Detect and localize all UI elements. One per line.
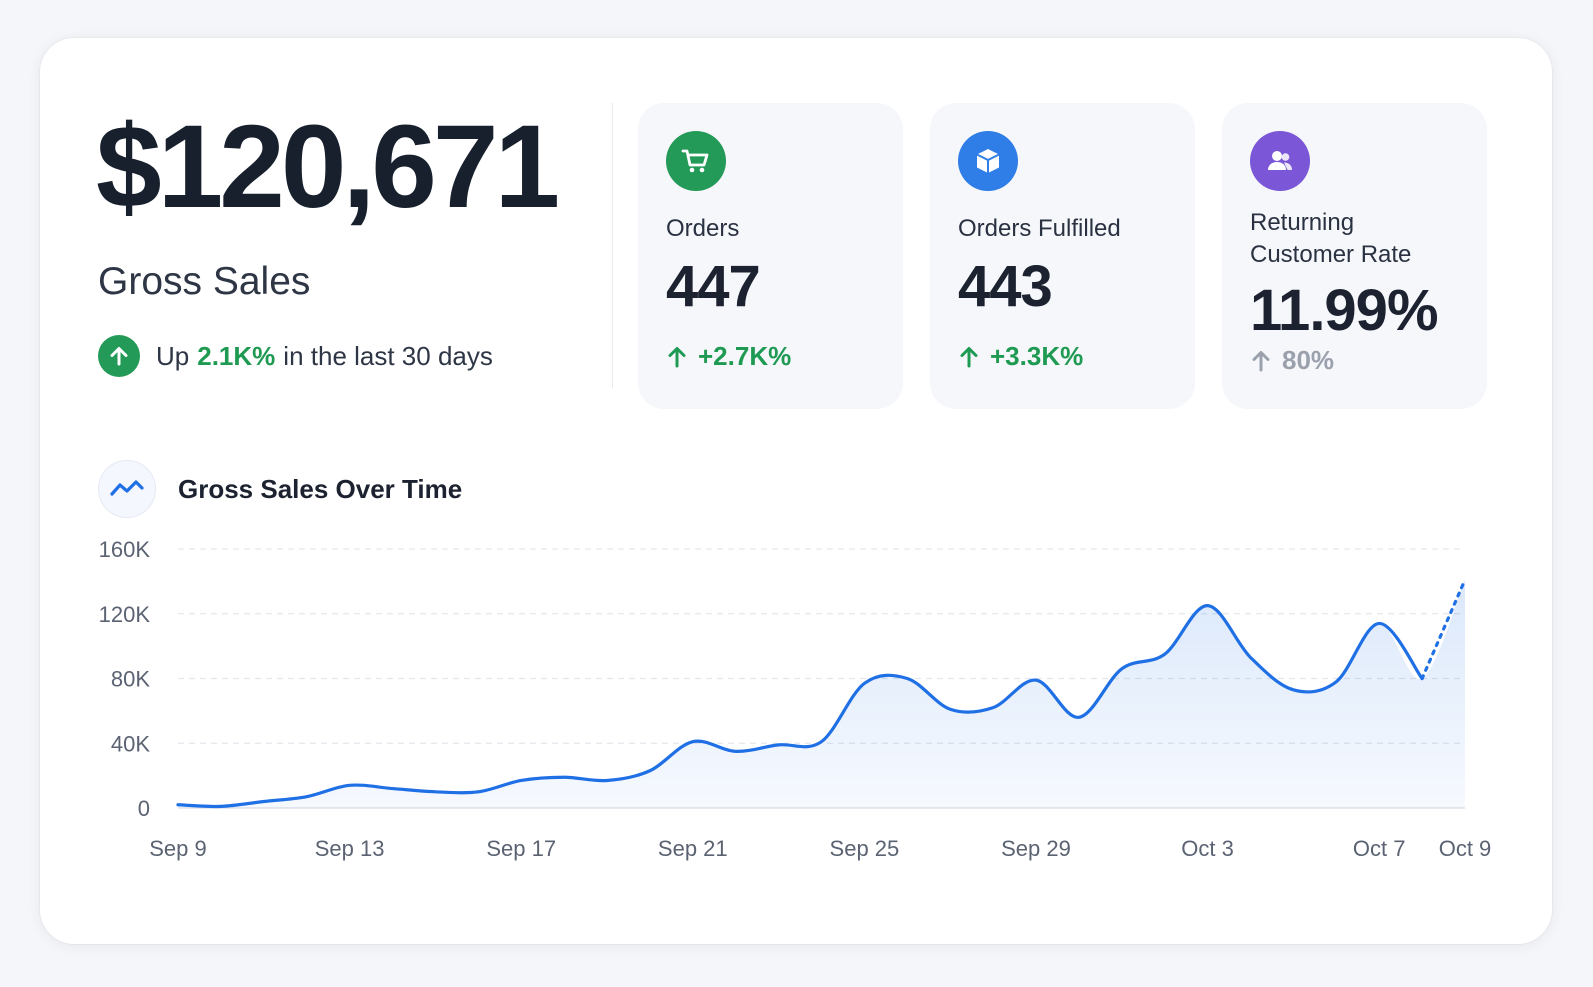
- shopping-cart-icon: [666, 131, 726, 191]
- kpi-delta: 80%: [1250, 345, 1334, 376]
- series-line: [176, 604, 1424, 809]
- x-tick-label: Sep 13: [315, 836, 385, 861]
- x-tick-label: Oct 3: [1181, 836, 1234, 861]
- y-tick-label: 40K: [111, 731, 150, 756]
- kpi-returning-customer-rate[interactable]: Returning Customer Rate 11.99% 80%: [1222, 103, 1487, 409]
- x-tick-label: Oct 9: [1439, 836, 1492, 861]
- chart-header: Gross Sales Over Time: [98, 460, 462, 518]
- kpi-label: Orders Fulfilled: [958, 215, 1121, 242]
- kpi-label: Returning Customer Rate: [1250, 207, 1411, 271]
- gross-sales-label: Gross Sales: [98, 260, 311, 303]
- chart-title: Gross Sales Over Time: [178, 473, 463, 504]
- trend-line-icon: [98, 460, 156, 518]
- divider: [612, 103, 613, 388]
- arrow-up-circle-icon: [98, 335, 140, 377]
- kpi-label-line1: Returning: [1250, 209, 1355, 236]
- x-tick-label: Sep 9: [149, 836, 207, 861]
- series-area: [178, 579, 1465, 808]
- y-tick-label: 120K: [99, 602, 151, 627]
- kpi-value: 443: [958, 254, 1053, 319]
- arrow-up-icon: [960, 346, 978, 367]
- gross-sales-amount: $120,671: [96, 101, 560, 233]
- users-icon: [1250, 131, 1310, 191]
- x-tick-label: Sep 25: [830, 836, 900, 861]
- y-tick-label: 0: [138, 796, 150, 821]
- kpi-value: 447: [666, 254, 761, 319]
- gross-sales-trend: Up 2.1K% in the last 30 days: [98, 335, 493, 377]
- kpi-delta-value: +2.7K%: [698, 341, 792, 371]
- kpi-delta: +2.7K%: [666, 341, 791, 372]
- kpi-orders[interactable]: Orders 447 +2.7K%: [638, 103, 903, 409]
- kpi-delta: +3.3K%: [958, 341, 1083, 372]
- x-tick-label: Oct 7: [1353, 836, 1406, 861]
- kpi-label: Orders: [666, 215, 740, 242]
- y-tick-label: 160K: [99, 537, 151, 562]
- trend-suffix: in the last 30 days: [283, 340, 493, 371]
- trend-prefix: Up: [156, 340, 190, 371]
- package-box-icon: [958, 131, 1018, 191]
- gross-sales-chart: 0 40K 80K 120K 160K Sep 9 Sep 13 Sep 17 Sep 21 Se…: [99, 537, 1492, 861]
- gross-sales-card: $120,671 Gross Sales Up 2.1K% in the las…: [40, 38, 1552, 944]
- arrow-up-icon: [668, 346, 686, 367]
- y-tick-label: 80K: [111, 667, 150, 692]
- kpi-delta-value: +3.3K%: [990, 341, 1084, 371]
- series-line-projected: [1420, 578, 1467, 681]
- kpi-delta-value: 80%: [1282, 345, 1335, 375]
- kpi-label-line2: Customer Rate: [1250, 241, 1412, 268]
- x-tick-label: Sep 21: [658, 836, 728, 861]
- arrow-up-icon: [1252, 350, 1270, 371]
- x-tick-label: Sep 17: [486, 836, 556, 861]
- kpi-value: 11.99%: [1250, 278, 1439, 343]
- kpi-orders-fulfilled[interactable]: Orders Fulfilled 443 +3.3K%: [930, 103, 1195, 409]
- x-tick-label: Sep 29: [1001, 836, 1071, 861]
- trend-value: 2.1K%: [197, 340, 276, 371]
